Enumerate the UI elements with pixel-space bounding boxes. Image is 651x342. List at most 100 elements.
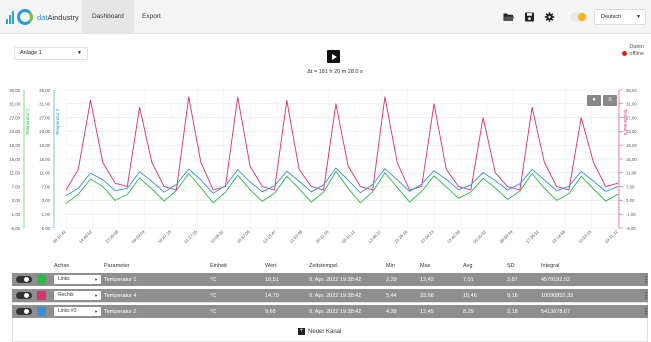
- parameter-name: Temperatur 1: [104, 277, 137, 283]
- y-axis-right-tick-label: 31,00: [626, 102, 637, 107]
- channel-color-swatch[interactable]: [37, 275, 46, 284]
- x-axis-tick-label: 06:10:42: [52, 229, 68, 245]
- y-axis-2-tick-label: 11,00: [40, 171, 51, 176]
- plus-icon: +: [298, 328, 305, 335]
- header-sd: SD: [507, 263, 515, 269]
- save-icon[interactable]: [524, 12, 535, 22]
- sd-cell: 2,87: [507, 277, 518, 283]
- channel-color-swatch[interactable]: [37, 307, 46, 316]
- y-axis-2-tick-label: 3,00: [42, 198, 51, 203]
- status-dot-icon: [622, 51, 628, 57]
- x-axis-tick-label: 14:49:52: [78, 229, 94, 245]
- theme-toggle[interactable]: [570, 12, 588, 22]
- channel-toggle[interactable]: [16, 292, 32, 299]
- y-axis-right-tick-label: 7,00: [626, 184, 635, 189]
- header-value: Wert: [265, 263, 277, 269]
- y-axis-1-tick-label: 27,00: [9, 115, 20, 120]
- x-axis-tick-label: 19:31:12: [604, 229, 620, 245]
- y-axis-1-tick-label: 3,00: [12, 198, 21, 203]
- add-channel-button[interactable]: + Neuer Kanal: [298, 328, 341, 335]
- y-axis-1-tick-label: 7,00: [12, 184, 21, 189]
- x-axis-tick-label: 07:04:23: [420, 229, 436, 245]
- axis-select[interactable]: Rechts ▼: [54, 291, 101, 300]
- plant-select[interactable]: Anlage 1 ▼: [14, 47, 88, 60]
- chevron-down-icon: ▼: [94, 293, 98, 298]
- header-integral: Integral: [541, 263, 560, 269]
- y-axis-2-tick-label: 31,00: [39, 102, 50, 107]
- language-select[interactable]: Deutsch ▼: [594, 9, 646, 25]
- y-axis-1-label: Temperatur 1: [25, 108, 30, 135]
- y-axis-1-tick-label: 15,00: [9, 157, 20, 162]
- tab-dashboard[interactable]: Dashboard: [82, 0, 134, 34]
- chart-menu-button[interactable]: ≡: [603, 95, 617, 106]
- value-cell: 14,70: [265, 293, 279, 299]
- tab-export[interactable]: Export: [142, 13, 161, 20]
- sd-cell: 2,18: [507, 309, 518, 315]
- y-axis-right-tick-label: 15,00: [626, 157, 637, 162]
- parameter-name: Temperatur 2: [104, 309, 137, 315]
- x-axis-tick-label: 13:48:27: [367, 229, 383, 245]
- y-axis-right-tick-label: 27,00: [626, 115, 637, 120]
- header-timestamp: Zeitstempel: [309, 263, 338, 269]
- integral-cell: 5413678,67: [541, 309, 571, 315]
- value-cell: 10,51: [265, 277, 279, 283]
- y-axis-right-tick-label: 11,00: [626, 171, 637, 176]
- x-axis-tick-label: 10:53:05: [577, 229, 593, 245]
- table-row: Rechts ▼ Temperatur 4 °C 14,70 9. Apr. 20…: [12, 289, 650, 302]
- y-axis-2-tick-label: 23,00: [39, 129, 50, 134]
- y-axis-2-tick-label: 19,00: [39, 143, 50, 148]
- x-axis-tick-label: 16:47:19: [157, 229, 173, 245]
- y-axis-2-tick-label: 7,00: [42, 184, 51, 189]
- sd-cell: 9,16: [507, 293, 518, 299]
- unit-cell: °C: [210, 309, 217, 315]
- chart-info-button[interactable]: ●: [587, 95, 601, 106]
- min-cell: 5,44: [386, 293, 397, 299]
- x-axis-tick-label: 09:09:04: [130, 229, 146, 245]
- line-chart[interactable]: 35,00 35,00 35,00 31,00 31,00 31,00 27,00 27,00…: [0, 82, 651, 254]
- header-min: Min: [386, 263, 395, 269]
- y-axis-right-tick-label: 19,00: [626, 143, 637, 148]
- y-axis-right-tick-label: 35,00: [626, 88, 637, 93]
- x-axis-tick-label: 03:15:47: [262, 229, 278, 245]
- axis-select[interactable]: Links #2 ▼: [54, 307, 101, 316]
- y-axis-2-tick-label: -1,00: [40, 212, 50, 217]
- data-status-value: offline: [629, 51, 644, 57]
- y-axis-right-tick-label: 3,00: [626, 198, 635, 203]
- y-axis-1-tick-label: -1,00: [10, 212, 20, 217]
- row-menu-icon[interactable]: ⋮: [642, 291, 650, 300]
- row-menu-icon[interactable]: ⋮: [642, 275, 650, 284]
- series-line-temperatur-2: [65, 167, 619, 196]
- max-cell: 12,42: [420, 277, 434, 283]
- row-menu-icon[interactable]: ⋮: [642, 307, 650, 316]
- y-axis-2-tick-label: -5,00: [40, 226, 50, 231]
- channel-toggle[interactable]: [16, 276, 32, 283]
- avg-cell: 7,01: [463, 277, 474, 283]
- top-bar: datAindustry Dashboard Export Deutsch ▼: [0, 0, 651, 34]
- y-axis-right-tick-label: -1,00: [626, 212, 636, 217]
- unit-cell: °C: [210, 277, 217, 283]
- x-axis-tick-label: 20:31:05: [314, 229, 330, 245]
- x-axis-tick-label: 10:06:32: [209, 229, 225, 245]
- folder-open-icon[interactable]: [503, 12, 514, 22]
- integral-cell: 10090852,33: [541, 293, 574, 299]
- header-avg: Avg: [463, 263, 473, 269]
- play-button[interactable]: [327, 50, 340, 63]
- y-axis-1-tick-label: 31,00: [9, 102, 20, 107]
- y-axis-1-tick-label: 23,00: [9, 129, 20, 134]
- min-cell: 2,29: [386, 277, 397, 283]
- chevron-down-icon: ▼: [636, 14, 641, 20]
- data-status: Daten offline: [596, 44, 644, 58]
- table-row: Links #2 ▼ Temperatur 2 °C 9,68 9. Apr. 2…: [12, 305, 650, 318]
- app-logo[interactable]: datAindustry: [6, 8, 79, 26]
- logo-ring-icon: [17, 9, 33, 25]
- channel-table-header: Achse Parameter Einheit Wert Zeitstempel…: [12, 260, 648, 272]
- channel-color-swatch[interactable]: [37, 291, 46, 300]
- chevron-down-icon: ▼: [94, 277, 98, 282]
- unit-cell: °C: [210, 293, 217, 299]
- axis-select[interactable]: Links ▼: [54, 275, 101, 284]
- channel-toggle[interactable]: [16, 308, 32, 315]
- y-axis-2-tick-label: 15,00: [39, 157, 50, 162]
- gear-icon[interactable]: [544, 12, 555, 22]
- integral-cell: 4579192,52: [541, 277, 571, 283]
- chevron-down-icon: ▼: [77, 50, 82, 56]
